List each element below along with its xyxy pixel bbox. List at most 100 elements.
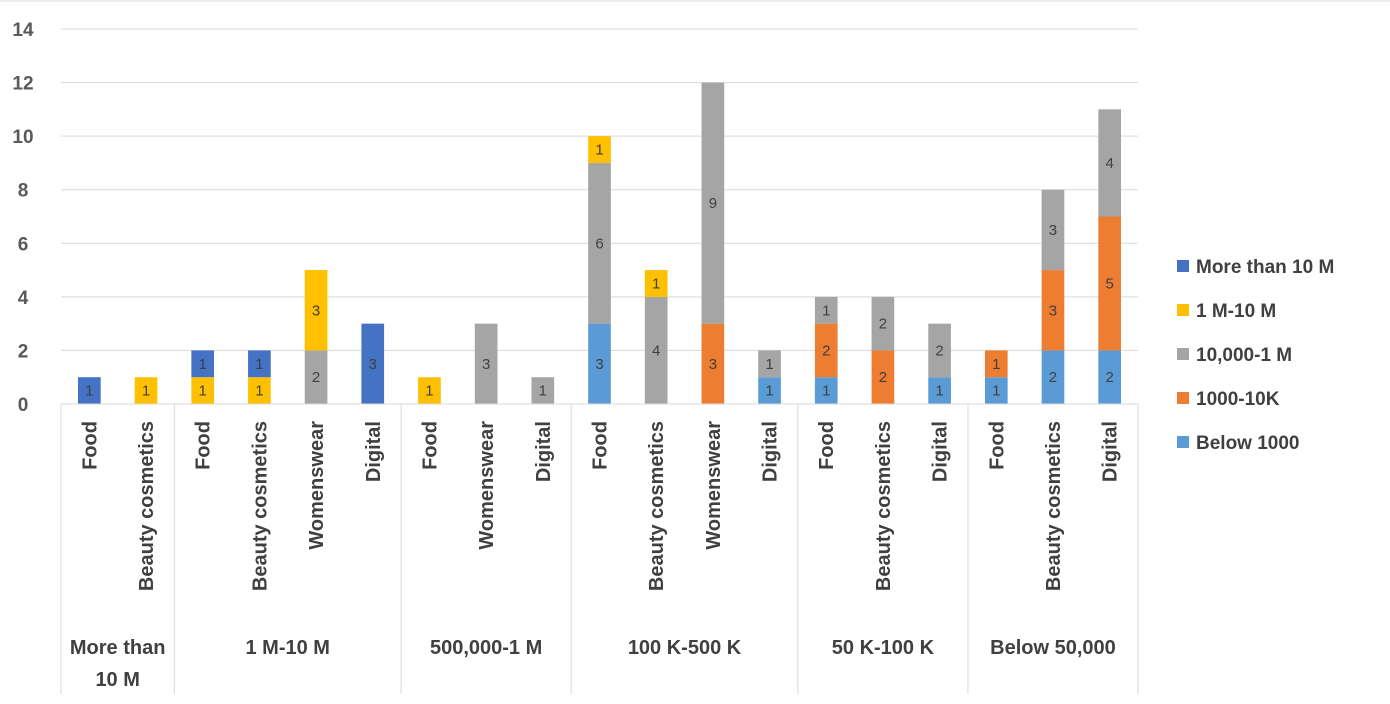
bar-segment-1-m-10-m [248,377,271,404]
data-label: 3 [709,356,717,373]
legend-item-more-than-10-m: More than 10 M [1177,257,1334,278]
y-tick-label: 10 [12,127,33,148]
category-label: Beauty cosmetics [873,421,895,591]
data-label: 3 [1049,302,1057,319]
bar-segment-below-1000 [928,377,951,404]
legend-swatch [1177,348,1189,360]
bar-stack-100-k-500-k-womenswear: 39 [701,82,725,404]
bar-stack-below-50-000-food: 11 [984,350,1008,404]
legend-swatch [1177,436,1189,448]
bar-segment-1-m-10-m [418,377,441,404]
data-label: 3 [312,302,320,319]
y-tick-label: 6 [18,234,29,255]
bar-segment-1000-10k [1041,270,1065,351]
bar-segment-10-000-1-m [1098,109,1121,217]
legend-item-1-m-10-m: 1 M-10 M [1177,301,1276,322]
bar-segment-10-000-1-m [474,323,498,404]
data-label: 1 [255,356,263,373]
category-label: Food [816,421,838,470]
bar-stack-more-than-10-m-beauty-cosmetics: 1 [134,377,158,404]
data-label: 1 [199,383,207,400]
x-axis: Food Beauty cosmetics Food Beauty cosmetics… [60,403,1139,694]
bar-segment-1-m-10-m [588,136,611,163]
legend-swatch [1177,392,1189,404]
bar-segment-below-1000 [588,323,611,404]
bar-segment-10-000-1-m [1041,189,1065,271]
bar-stack-500-000-1-m-digital: 1 [531,377,555,404]
bar-segment-1-m-10-m [644,270,668,297]
bar-segment-below-1000 [1098,350,1121,404]
bar-segment-1000-10k [1098,216,1121,351]
data-label: 1 [595,142,603,159]
legend-label: 1 M-10 M [1196,301,1276,322]
y-tick-label: 0 [18,395,29,416]
y-tick-label: 12 [12,74,33,95]
category-label: Beauty cosmetics [646,421,668,591]
legend-label: 1000-10K [1196,389,1280,410]
category-label: Womenswear [476,421,498,550]
bar-stack-100-k-500-k-food: 3 6 1 [588,136,611,404]
data-label: 2 [1105,369,1113,386]
bar-segment-10-000-1-m [814,296,838,324]
bar-stack-50-k-100-k-beauty-cosmetics: 22 [871,296,895,404]
group-label-50-k-100-k: 50 K-100 K [832,637,935,659]
group-label-more-than-10-m: More than 10 M [70,637,166,691]
group-label-1-m-10-m: 1 M-10 M [246,637,330,659]
bar-segment-10-000-1-m [644,296,668,404]
data-label: 3 [1049,222,1057,239]
legend-swatch [1177,304,1189,316]
bar-segment-below-1000 [814,377,838,404]
bar-segment-10-000-1-m [701,82,725,324]
category-label: Food [79,421,101,470]
category-label: Food [193,421,215,470]
bar-segment-10-000-1-m [871,296,895,351]
data-label: 2 [822,342,830,359]
bar-segment-10-000-1-m [928,323,951,378]
data-label: 4 [1105,155,1113,172]
category-label: Digital [930,421,952,482]
bar-stack-below-50-000-beauty-cosmetics: 2 3 3 [1041,189,1065,404]
bar-stack-50-k-100-k-digital: 12 [928,323,951,404]
bar-segment-1000-10k [984,350,1008,378]
category-label: Digital [760,421,782,482]
data-label: 2 [879,369,887,386]
data-label: 4 [652,342,660,359]
data-label: 1 [652,275,660,292]
category-label: Digital [533,421,555,482]
data-label: 1 [425,383,433,400]
bar-stack-more-than-10-m-food: 1 [78,377,101,404]
data-label: 2 [1049,369,1057,386]
bar-segment-1000-10k [871,350,895,404]
bar-stack-1-m-10-m-beauty-cosmetics: 11 [248,350,271,404]
y-tick-label: 4 [18,288,29,309]
bar-stack-1-m-10-m-food: 11 [191,350,215,404]
bar-segment-1000-10k [701,323,725,404]
bar-stack-1-m-10-m-digital: 3 [361,323,385,404]
bar-segment-1000-10k [814,323,838,378]
bar-stack-50-k-100-k-food: 1 2 1 [814,296,838,404]
data-label: 1 [765,356,773,373]
bar-segment-1-m-10-m [134,377,158,404]
category-label: Womenswear [306,421,328,550]
y-tick-label: 14 [12,20,34,41]
data-label: 6 [595,235,603,252]
data-label: 1 [765,383,773,400]
category-label: Beauty cosmetics [136,421,158,591]
data-label: 1 [992,383,1000,400]
bar-segment-more-than-10-m [191,350,215,378]
bar-stack-below-50-000-digital: 2 5 4 [1098,109,1121,404]
group-label-500-000-1-m: 500,000-1 M [430,637,542,659]
legend-label: 10,000-1 M [1196,345,1292,366]
bar-segment-below-1000 [984,377,1008,404]
category-label: Food [590,421,612,470]
data-label: 1 [935,383,943,400]
bar-segment-more-than-10-m [361,323,385,404]
category-label: Digital [363,421,385,482]
bar-stack-500-000-1-m-womenswear: 3 [474,323,498,404]
bar-stack-1-m-10-m-womenswear: 23 [304,270,328,404]
bar-segment-more-than-10-m [78,377,101,404]
data-label: 1 [85,383,93,400]
data-label: 2 [935,342,943,359]
legend-item-10-000-1-m: 10,000-1 M [1177,345,1292,366]
